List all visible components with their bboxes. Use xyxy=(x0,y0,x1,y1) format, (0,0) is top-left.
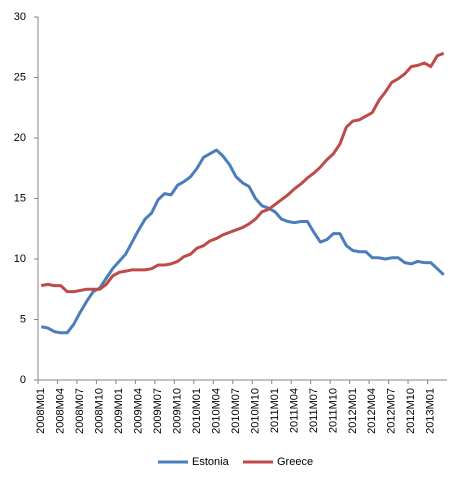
y-tick-label: 25 xyxy=(14,71,26,83)
x-tick-label: 2010M07 xyxy=(230,388,242,434)
x-tick-label: 2011M04 xyxy=(288,388,300,433)
x-tick-label: 2008M07 xyxy=(74,388,86,434)
series-line xyxy=(40,51,445,294)
y-tick-label: 15 xyxy=(14,192,26,204)
x-tick-label: 2008M10 xyxy=(94,388,106,434)
x-tick-label: 2012M10 xyxy=(405,388,417,434)
x-tick-label: 2010M01 xyxy=(191,388,203,434)
x-tick-label: 2008M04 xyxy=(55,388,67,434)
x-tick-label: 2010M10 xyxy=(249,388,261,434)
y-tick-label: 30 xyxy=(14,11,26,23)
x-tick-label: 2011M07 xyxy=(308,388,320,433)
x-tick-label: 2011M01 xyxy=(269,388,281,433)
x-tick-label: 2012M07 xyxy=(386,388,398,434)
x-tick-label: 2010M04 xyxy=(210,388,222,434)
x-tick-label: 2009M07 xyxy=(152,388,164,434)
x-tick-label: 2009M04 xyxy=(133,388,145,434)
x-tick-label: 2009M01 xyxy=(113,388,125,434)
y-tick-label: 5 xyxy=(20,313,26,325)
x-tick-label: 2012M01 xyxy=(347,388,359,434)
x-tick-label: 2009M10 xyxy=(171,388,183,434)
y-tick-label: 0 xyxy=(20,374,26,386)
y-tick-label: 10 xyxy=(14,253,26,265)
x-tick-label: 2008M01 xyxy=(35,388,47,434)
legend-label: Greece xyxy=(277,456,313,468)
series-line xyxy=(40,148,445,335)
x-tick-label: 2012M04 xyxy=(366,388,378,434)
x-tick-label: 2011M10 xyxy=(327,388,339,433)
x-tick-label: 2013M01 xyxy=(425,388,437,434)
legend-label: Estonia xyxy=(192,456,230,468)
y-tick-label: 20 xyxy=(14,132,26,144)
